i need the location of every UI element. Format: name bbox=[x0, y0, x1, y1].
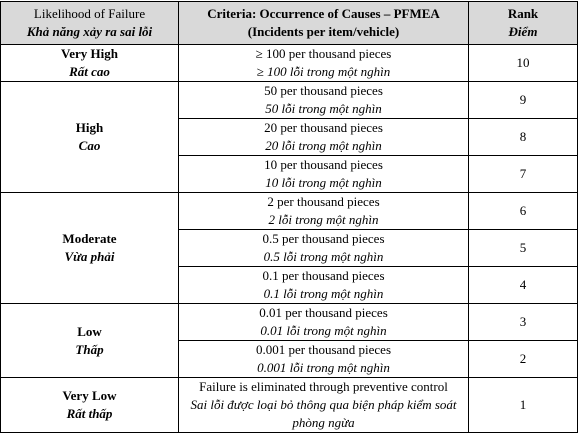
rank-value: 6 bbox=[519, 203, 527, 218]
criteria-cell: 50 per thousand pieces 50 lỗi trong một n… bbox=[178, 81, 469, 119]
criteria-vi: 0.001 lỗi trong một nghìn bbox=[257, 360, 390, 375]
criteria-cell: 0.01 per thousand pieces 0.01 lỗi trong m… bbox=[178, 303, 469, 341]
rank-value: 3 bbox=[519, 314, 527, 329]
likelihood-cell: Low Thấp bbox=[0, 303, 179, 378]
table-header: Likelihood of Failure Khả năng xảy ra sa… bbox=[0, 1, 578, 45]
likelihood-vi: Rất thấp bbox=[66, 406, 113, 421]
criteria-vi: 50 lỗi trong một nghìn bbox=[265, 101, 382, 116]
criteria-vi: 2 lỗi trong một nghìn bbox=[268, 212, 379, 227]
header-cell: Likelihood of Failure Khả năng xảy ra sa… bbox=[0, 1, 179, 45]
header-text: Rank bbox=[507, 6, 539, 21]
rank-cell: 2 bbox=[468, 340, 578, 378]
likelihood-en: Very High bbox=[61, 46, 118, 61]
likelihood-en: Low bbox=[77, 323, 102, 339]
criteria-en: 0.1 per thousand pieces bbox=[262, 268, 385, 283]
rank-value: 2 bbox=[519, 351, 527, 366]
likelihood-cell: Moderate Vừa phải bbox=[0, 192, 179, 304]
rank-cell: 6 bbox=[468, 192, 578, 230]
table-row: 10 per thousand pieces 10 lỗi trong một n… bbox=[1, 155, 578, 193]
header-cell: Rank Điểm bbox=[468, 1, 578, 45]
criteria-cell: 0.1 per thousand pieces 0.1 lỗi trong một… bbox=[178, 266, 469, 304]
header-text: Khả năng xảy ra sai lỗi bbox=[26, 24, 153, 39]
criteria-cell: 0.5 per thousand pieces 0.5 lỗi trong một… bbox=[178, 229, 469, 267]
criteria-vi: 10 lỗi trong một nghìn bbox=[265, 175, 382, 190]
rank-cell: 5 bbox=[468, 229, 578, 267]
criteria-en: 10 per thousand pieces bbox=[264, 157, 383, 172]
likelihood-cell: High Cao bbox=[0, 81, 179, 193]
criteria-en: 0.01 per thousand pieces bbox=[259, 305, 388, 320]
criteria-en: ≥ 100 per thousand pieces bbox=[255, 46, 392, 61]
criteria-en: Failure is eliminated through preventive… bbox=[199, 379, 448, 394]
criteria-vi: ≥ 100 lỗi trong một nghìn bbox=[256, 64, 391, 79]
likelihood-en: High bbox=[75, 120, 104, 135]
table-row: 20 per thousand pieces 20 lỗi trong một n… bbox=[1, 118, 578, 156]
likelihood-vi: Thấp bbox=[75, 341, 104, 357]
criteria-cell: 2 per thousand pieces 2 lỗi trong một ngh… bbox=[178, 192, 469, 230]
rank-value: 1 bbox=[519, 397, 527, 412]
likelihood-vi: Rất cao bbox=[69, 64, 110, 79]
likelihood-cell: Very Low Rất thấp bbox=[0, 377, 179, 433]
criteria-cell: Failure is eliminated through preventive… bbox=[178, 377, 469, 433]
rank-cell: 1 bbox=[468, 377, 578, 433]
rank-cell: 8 bbox=[468, 118, 578, 156]
rank-value: 7 bbox=[519, 166, 527, 181]
criteria-cell: 10 per thousand pieces 10 lỗi trong một n… bbox=[178, 155, 469, 193]
criteria-vi: 0.5 lỗi trong một nghìn bbox=[263, 249, 384, 264]
likelihood-vi: Vừa phải bbox=[64, 249, 115, 264]
rank-value: 5 bbox=[519, 240, 527, 255]
rank-cell: 9 bbox=[468, 81, 578, 119]
criteria-en: 0.5 per thousand pieces bbox=[262, 231, 385, 246]
header-text: Likelihood of Failure bbox=[33, 6, 146, 21]
rank-value: 8 bbox=[519, 129, 527, 144]
rank-cell: 4 bbox=[468, 266, 578, 304]
likelihood-en: Very Low bbox=[62, 388, 117, 403]
criteria-en: 0.001 per thousand pieces bbox=[255, 342, 392, 357]
header-text: Criteria: Occurrence of Causes – PFMEA bbox=[207, 6, 440, 21]
criteria-en: 2 per thousand pieces bbox=[267, 194, 380, 209]
criteria-cell: ≥ 100 per thousand pieces ≥ 100 lỗi trong… bbox=[178, 44, 469, 82]
criteria-en: 20 per thousand pieces bbox=[264, 120, 383, 135]
likelihood-vi: Cao bbox=[78, 138, 101, 153]
criteria-cell: 20 per thousand pieces 20 lỗi trong một n… bbox=[178, 118, 469, 156]
criteria-vi: Sai lỗi được loại bỏ thông qua biện pháp… bbox=[190, 397, 457, 430]
header-cell: Criteria: Occurrence of Causes – PFMEA (… bbox=[178, 1, 469, 45]
table-row: 0.5 per thousand pieces 0.5 lỗi trong một… bbox=[1, 229, 578, 267]
likelihood-cell: Very High Rất cao bbox=[0, 44, 179, 82]
criteria-vi: 0.1 lỗi trong một nghìn bbox=[263, 286, 384, 301]
rank-value: 10 bbox=[516, 55, 530, 70]
criteria-en: 50 per thousand pieces bbox=[264, 83, 383, 98]
header-row: Likelihood of Failure Khả năng xảy ra sa… bbox=[0, 1, 578, 45]
rank-cell: 10 bbox=[468, 44, 578, 82]
table-row: Moderate Vừa phải 2 per thousand pieces 2 l… bbox=[0, 192, 578, 304]
table-row: Very Low Rất thấp Failure is eliminated th… bbox=[0, 377, 578, 433]
header-text: Điểm bbox=[508, 24, 538, 39]
table-row: High Cao 50 per thousand pieces 50 lỗi tron… bbox=[0, 81, 578, 193]
criteria-cell: 0.001 per thousand pieces 0.001 lỗi trong… bbox=[178, 340, 469, 378]
rank-value: 4 bbox=[519, 277, 527, 292]
table-row: 0.001 per thousand pieces 0.001 lỗi trong… bbox=[1, 340, 578, 378]
criteria-vi: 0.01 lỗi trong một nghìn bbox=[260, 323, 387, 338]
criteria-vi: 20 lỗi trong một nghìn bbox=[265, 138, 382, 153]
table-row: Low Thấp 0.01 per thousand pieces 0.01 lỗi … bbox=[0, 303, 578, 378]
table-row: Very High Rất cao ≥ 100 per thousand piece… bbox=[0, 44, 578, 82]
rank-cell: 3 bbox=[468, 303, 578, 341]
likelihood-en: Moderate bbox=[62, 231, 117, 246]
rank-value: 9 bbox=[519, 92, 527, 107]
rank-cell: 7 bbox=[468, 155, 578, 193]
table-body: Very High Rất cao ≥ 100 per thousand piece… bbox=[0, 44, 578, 433]
header-text: (Incidents per item/vehicle) bbox=[247, 24, 400, 39]
